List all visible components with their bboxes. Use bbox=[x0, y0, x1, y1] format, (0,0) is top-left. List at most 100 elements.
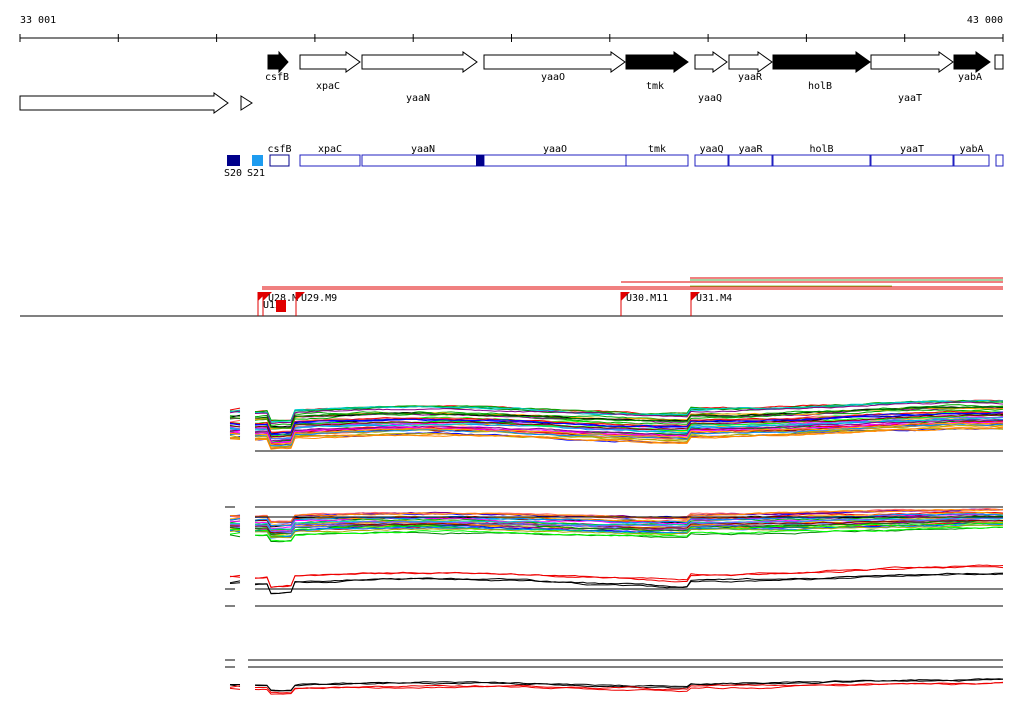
coverage-line bbox=[254, 522, 1004, 537]
feature-box bbox=[772, 154, 871, 167]
coverage-stub bbox=[229, 438, 241, 441]
coverage-line bbox=[254, 427, 1004, 450]
coverage-stub bbox=[229, 410, 241, 414]
gene-arrow bbox=[772, 51, 871, 73]
site bbox=[227, 155, 240, 166]
coverage-stub bbox=[229, 514, 241, 517]
coverage-line bbox=[254, 401, 1004, 425]
coverage-stub bbox=[229, 432, 241, 435]
gene-label: holB bbox=[808, 81, 832, 92]
marker-label: U29.M9 bbox=[301, 293, 337, 304]
coverage-stub bbox=[229, 428, 241, 431]
marker-flag bbox=[621, 292, 630, 301]
gene-label: yaaO bbox=[541, 72, 565, 83]
feature-label: yaaR bbox=[738, 144, 763, 155]
coverage-stub bbox=[229, 532, 241, 535]
feature-box bbox=[361, 154, 485, 167]
gene-arrow bbox=[728, 51, 773, 73]
coverage-stub bbox=[229, 529, 241, 533]
feature-label: yaaN bbox=[411, 144, 435, 155]
gene-label: yaaN bbox=[406, 93, 430, 104]
marker-label: U30.M11 bbox=[626, 293, 668, 304]
coverage-stub bbox=[229, 580, 241, 584]
feature-box bbox=[870, 154, 954, 167]
feature-label: yaaO bbox=[543, 144, 567, 155]
gene-arrow bbox=[240, 95, 253, 111]
feature-label: yabA bbox=[959, 144, 983, 155]
coverage-line bbox=[255, 681, 1004, 694]
gene-arrow bbox=[953, 51, 991, 73]
marker-flag bbox=[296, 292, 305, 301]
coverage-line bbox=[254, 419, 1004, 442]
coverage-stub bbox=[229, 534, 241, 538]
marker-flag bbox=[263, 292, 272, 301]
site-label: S21 bbox=[247, 168, 265, 179]
gene-arrow bbox=[19, 92, 229, 114]
coverage-line bbox=[254, 524, 1004, 539]
gene-label: yaaQ bbox=[698, 93, 722, 104]
gene-arrow bbox=[267, 50, 289, 74]
ruler-end: 43 000 bbox=[967, 15, 1003, 26]
coverage-line bbox=[254, 417, 1004, 440]
coverage-stub bbox=[229, 527, 241, 530]
coverage-stub bbox=[229, 419, 241, 423]
coverage-line bbox=[254, 399, 1004, 422]
coverage-stub bbox=[229, 430, 241, 434]
coverage-line bbox=[254, 427, 1003, 449]
coverage-stub bbox=[229, 435, 241, 438]
coverage-line bbox=[254, 516, 1004, 531]
ruler-start: 33 001 bbox=[20, 15, 56, 26]
gene-label: yaaT bbox=[898, 93, 922, 104]
coverage-stub bbox=[229, 416, 241, 419]
marker-label: U28.M bbox=[268, 293, 298, 304]
gene-arrow bbox=[694, 51, 728, 73]
coverage-stub bbox=[229, 426, 241, 430]
feature-label: csfB bbox=[267, 144, 291, 155]
coverage-stub bbox=[229, 517, 241, 521]
feature-box bbox=[728, 154, 773, 167]
gene-arrow bbox=[299, 51, 361, 73]
coverage-line bbox=[254, 572, 1004, 594]
gene-label: xpaC bbox=[316, 81, 340, 92]
feature-box bbox=[694, 154, 729, 167]
coverage-line bbox=[255, 678, 1004, 692]
feature-label: yaaT bbox=[900, 144, 924, 155]
coverage-line bbox=[254, 406, 1004, 429]
site bbox=[252, 155, 263, 166]
gene-arrow bbox=[483, 51, 626, 73]
feature-mark bbox=[476, 155, 484, 166]
feature-partial bbox=[995, 154, 1004, 167]
coverage-line bbox=[254, 517, 1004, 533]
coverage-stub bbox=[229, 582, 241, 585]
feature-label: tmk bbox=[648, 144, 666, 155]
site-label: S20 bbox=[224, 168, 242, 179]
coverage-line bbox=[254, 399, 1004, 423]
gene-arrow bbox=[361, 51, 478, 73]
coverage-stub bbox=[229, 407, 241, 411]
gene-arrow bbox=[625, 51, 689, 73]
feature-box bbox=[483, 154, 627, 167]
coverage-line bbox=[254, 421, 1004, 444]
coverage-stub bbox=[229, 685, 241, 688]
marker-label: U12 bbox=[263, 300, 281, 311]
coverage-stub bbox=[229, 574, 241, 578]
marker-flag bbox=[691, 292, 700, 301]
coverage-line bbox=[254, 519, 1003, 534]
coverage-line bbox=[254, 414, 1004, 438]
feature-label: xpaC bbox=[318, 144, 342, 155]
coverage-line bbox=[254, 410, 1004, 434]
coverage-line bbox=[254, 424, 1004, 448]
feature-label: holB bbox=[809, 144, 833, 155]
feature-box bbox=[269, 154, 290, 167]
coverage-line bbox=[254, 408, 1004, 430]
coverage-stub bbox=[229, 425, 241, 428]
gene-label: tmk bbox=[646, 81, 664, 92]
gene-arrow bbox=[870, 51, 954, 73]
gene-label: yaaR bbox=[738, 72, 763, 83]
coverage-stub bbox=[229, 517, 241, 520]
coverage-line bbox=[254, 411, 1004, 435]
gene-label: yabA bbox=[958, 72, 982, 83]
gene-partial bbox=[994, 54, 1004, 70]
feature-label: yaaQ bbox=[699, 144, 723, 155]
coverage-stub bbox=[229, 421, 241, 425]
